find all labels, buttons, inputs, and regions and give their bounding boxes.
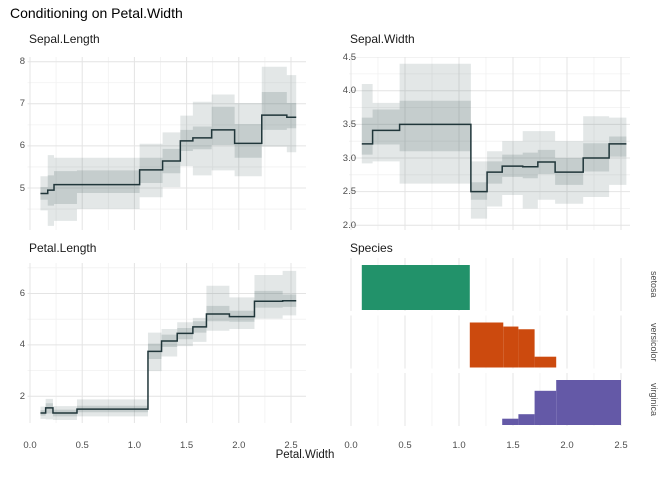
figure-title: Conditioning on Petal.Width — [10, 5, 183, 21]
confidence-band-outer — [361, 63, 627, 219]
y-tick-label: 2.5 — [342, 186, 356, 198]
y-tick-label: 3.0 — [342, 152, 356, 164]
x-tick-label: 2.0 — [560, 440, 574, 451]
y-tick-label: 2 — [19, 390, 25, 402]
hist-bar-versicolor — [534, 356, 557, 368]
species-strip-setosa — [350, 258, 622, 311]
y-tick-label: 3.5 — [342, 118, 356, 130]
confidence-band-outer — [40, 270, 297, 420]
step-line — [40, 299, 297, 414]
confidence-band-inner — [361, 100, 627, 200]
hist-bar-versicolor — [518, 329, 535, 368]
x-tick-label: 1.0 — [127, 440, 141, 451]
confidence-band-inner — [40, 92, 297, 206]
hist-bar-virginica — [556, 380, 621, 425]
strip-label-virginica: virginica — [649, 382, 659, 416]
x-tick-label: 0.5 — [398, 440, 412, 451]
hist-bar-virginica — [534, 390, 557, 425]
hist-bar-virginica — [518, 414, 535, 425]
hist-bar-versicolor — [469, 322, 504, 368]
y-tick-label: 6 — [19, 140, 25, 152]
panel-sepal-width — [349, 57, 630, 230]
y-tick-label: 4.5 — [342, 51, 356, 63]
hist-bar-setosa — [361, 265, 470, 310]
species-strip-versicolor — [350, 315, 622, 369]
x-tick-label: 1.5 — [506, 440, 520, 451]
x-tick-label: 2.5 — [284, 440, 298, 451]
x-tick-label: 2.5 — [614, 440, 628, 451]
panel-title-species: Species — [350, 241, 393, 255]
step-line — [40, 114, 297, 195]
step-line — [361, 123, 627, 193]
hist-bar-virginica — [502, 418, 519, 425]
y-tick-label: 5 — [19, 182, 25, 194]
hist-bar-versicolor — [503, 326, 519, 368]
x-axis-title: Petal.Width — [275, 449, 335, 461]
y-tick-label: 6 — [19, 288, 25, 299]
x-tick-label: 1.5 — [179, 440, 194, 451]
y-tick-label: 7 — [19, 98, 25, 110]
panel-sepal-length — [27, 57, 306, 230]
x-tick-label: 0.5 — [75, 440, 89, 451]
confidence-band-inner — [40, 290, 297, 417]
strip-label-setosa: setosa — [649, 271, 659, 298]
species-strip-virginica — [350, 373, 622, 426]
confidence-band-outer — [40, 66, 297, 226]
x-tick-label: 1.0 — [452, 440, 466, 451]
y-tick-label: 4.0 — [342, 85, 356, 97]
panel-title-sepal-width: Sepal.Width — [350, 32, 415, 46]
x-tick-label: 0.0 — [23, 440, 37, 451]
x-tick-label: 0.0 — [344, 440, 358, 451]
x-tick-label: 2.0 — [232, 440, 246, 451]
panel-title-petal-length: Petal.Length — [29, 241, 97, 255]
strip-label-versicolor: versicolor — [649, 322, 659, 362]
y-tick-label: 2.0 — [342, 219, 356, 231]
panel-title-sepal-length: Sepal.Length — [29, 32, 100, 46]
y-tick-label: 8 — [19, 56, 25, 68]
y-tick-label: 4 — [19, 339, 25, 351]
panel-petal-length — [27, 263, 306, 423]
